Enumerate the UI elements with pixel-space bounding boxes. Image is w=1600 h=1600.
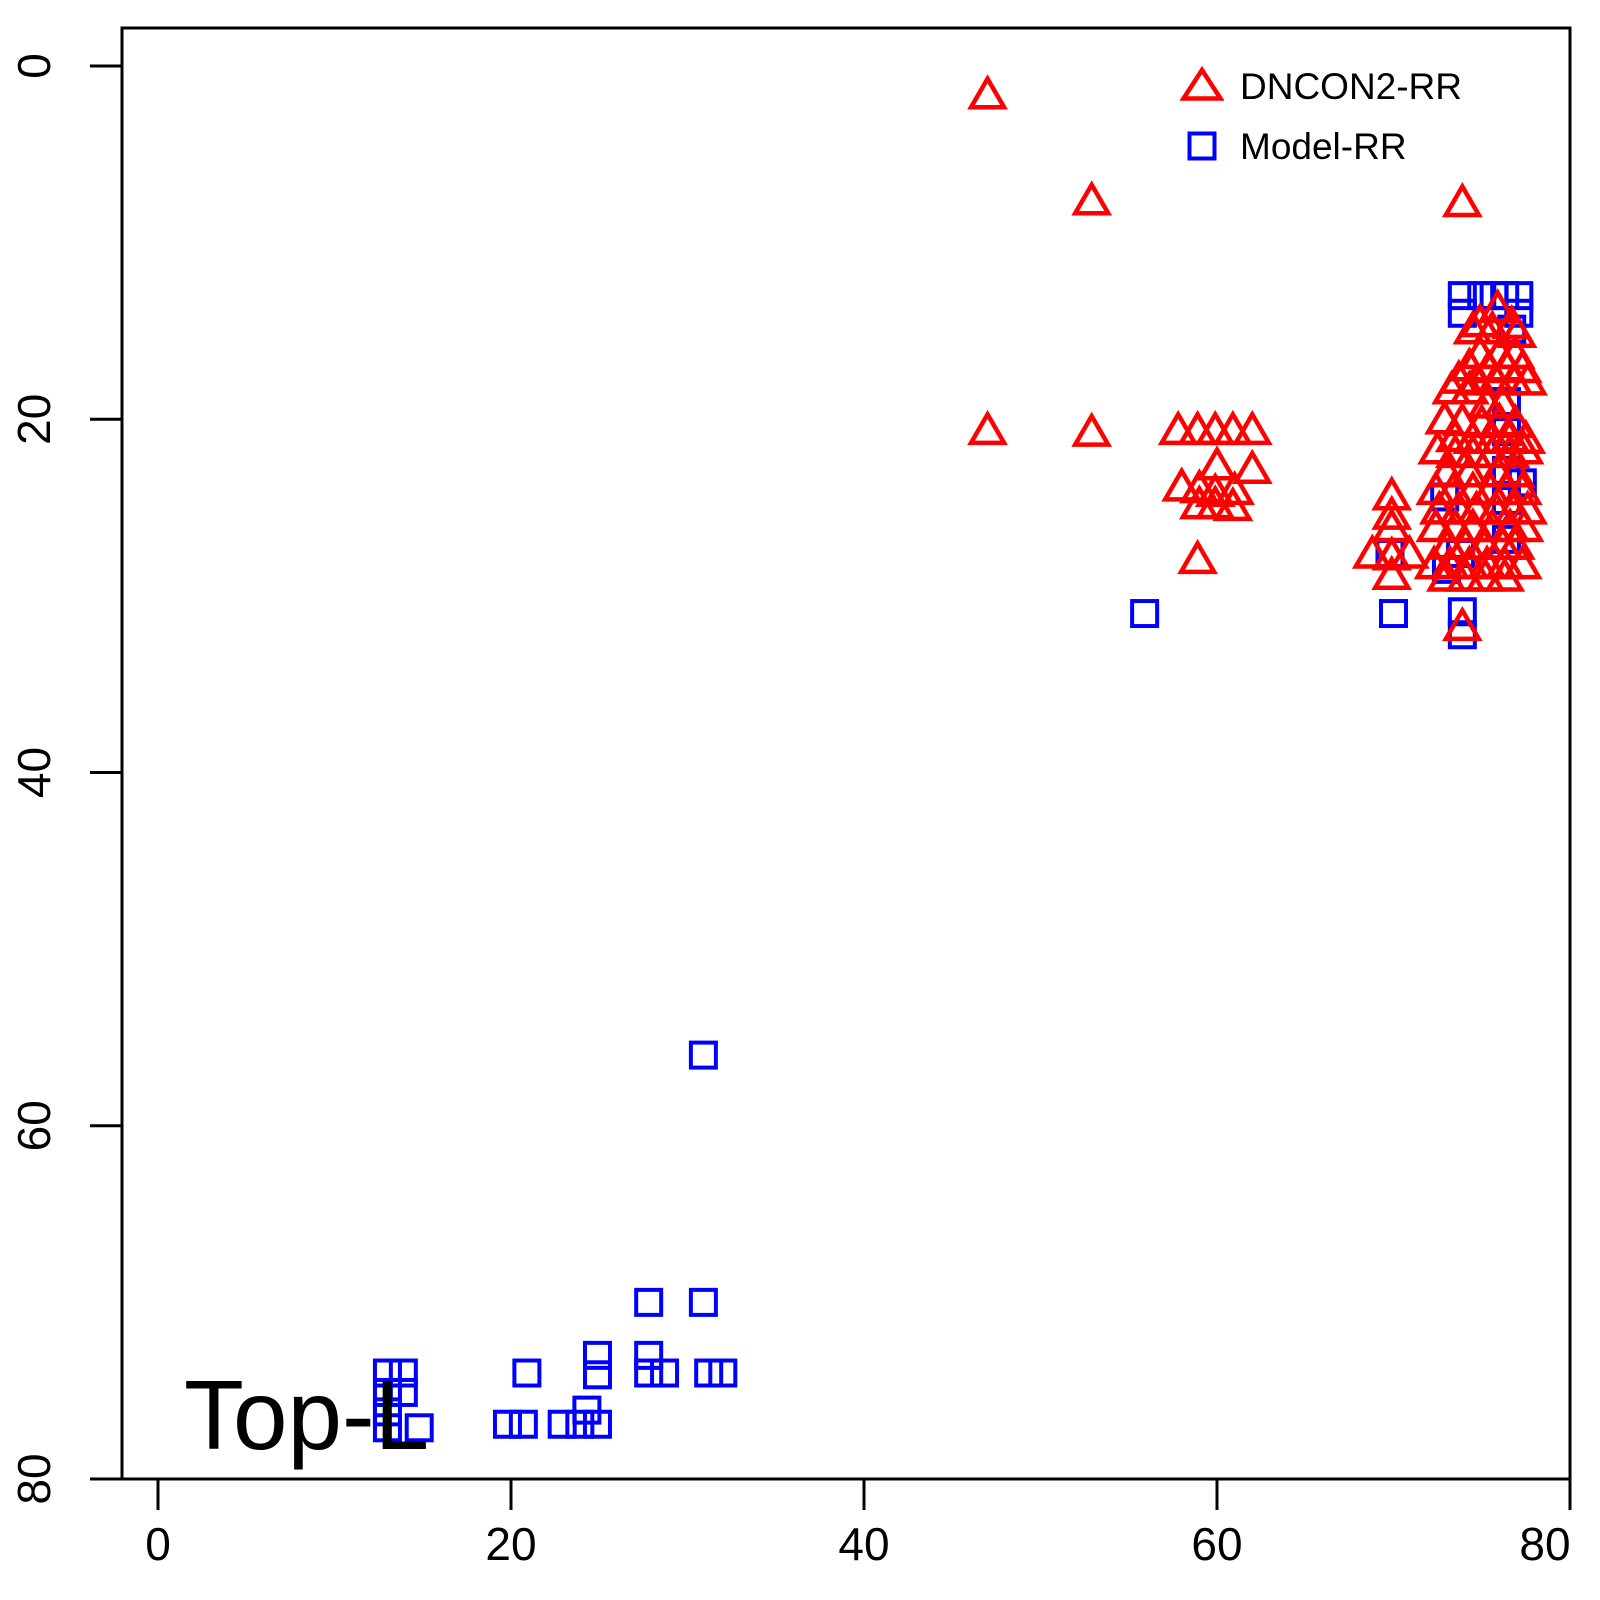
square-marker	[582, 1360, 612, 1390]
triangle-marker	[1071, 180, 1113, 216]
triangle-marker	[1501, 544, 1543, 580]
triangle-marker	[1212, 409, 1254, 446]
triangle-marker	[1415, 507, 1457, 543]
triangle-marker	[1388, 533, 1430, 569]
plot-frame	[120, 26, 1572, 1481]
triangle-marker	[1441, 182, 1483, 218]
square-marker	[708, 1358, 738, 1388]
triangle-marker	[1196, 445, 1238, 481]
triangle-marker	[967, 74, 1008, 110]
square-marker	[547, 1409, 577, 1439]
triangle-marker	[1212, 485, 1254, 522]
y-axis-tick-label: 80	[8, 1453, 60, 1504]
legend-label-dncon2: DNCON2-RR	[1240, 65, 1462, 107]
triangle-marker	[1417, 429, 1459, 465]
x-axis-tick-label: 0	[145, 1518, 171, 1570]
triangle-marker	[1157, 409, 1199, 446]
legend-entry-model: Model-RR	[1180, 116, 1462, 176]
triangle-marker	[1351, 533, 1393, 569]
square-marker	[492, 1409, 522, 1439]
triangle-marker	[1441, 605, 1483, 642]
triangle-marker	[1494, 402, 1536, 439]
triangle-marker	[1231, 448, 1273, 484]
triangle-marker	[1507, 360, 1549, 396]
triangle-marker	[1507, 489, 1549, 525]
triangle-legend-icon	[1180, 66, 1224, 101]
square-marker	[512, 1358, 542, 1388]
triangle-marker	[1471, 309, 1513, 345]
square-marker	[388, 1358, 418, 1388]
square-marker	[372, 1377, 402, 1407]
triangle-marker	[1452, 418, 1494, 454]
triangle-marker	[1371, 475, 1413, 511]
x-axis-tick-label: 40	[838, 1518, 889, 1570]
triangle-marker	[1445, 556, 1487, 592]
triangle-marker	[1448, 369, 1490, 405]
square-marker	[634, 1287, 664, 1317]
triangle-marker	[1464, 556, 1506, 592]
triangle-marker	[1071, 411, 1113, 447]
square-marker	[565, 1409, 595, 1439]
square-marker	[688, 1040, 718, 1070]
legend: DNCON2-RR Model-RR	[1180, 56, 1462, 176]
triangle-marker	[1505, 418, 1547, 454]
square-legend-icon	[1187, 131, 1217, 161]
triangle-marker	[967, 409, 1008, 446]
triangle-marker	[1177, 538, 1218, 575]
square-marker	[388, 1377, 418, 1407]
triangle-marker	[1503, 429, 1545, 465]
triangle-marker	[1231, 409, 1273, 446]
legend-label-model: Model-RR	[1240, 125, 1407, 167]
square-marker	[1130, 599, 1160, 629]
x-axis-tick-label: 80	[1519, 1518, 1570, 1570]
triangle-marker	[1484, 556, 1526, 592]
triangle-marker	[1429, 544, 1471, 580]
square-marker	[582, 1409, 612, 1439]
square-marker	[372, 1358, 402, 1388]
triangle-marker	[1214, 469, 1256, 506]
square-marker	[1447, 597, 1477, 627]
triangle-marker	[1371, 494, 1413, 530]
plot-annotation-top-l: Top-L	[184, 1360, 430, 1470]
triangle-marker	[1452, 309, 1494, 345]
y-axis-tick-label: 20	[8, 394, 60, 445]
x-axis-tick-label: 60	[1191, 1518, 1242, 1570]
square-marker	[1504, 298, 1534, 328]
square-marker	[688, 1287, 718, 1317]
square-marker	[1379, 599, 1408, 629]
y-axis-tick-label: 40	[8, 747, 60, 798]
triangle-marker	[1371, 554, 1413, 590]
square-marker	[372, 1413, 402, 1443]
square-marker	[508, 1409, 538, 1439]
square-marker	[1447, 281, 1477, 311]
x-axis-tick-label: 20	[485, 1518, 536, 1570]
square-marker	[1504, 281, 1534, 311]
y-axis-tick-label: 0	[8, 53, 60, 79]
triangle-marker	[1418, 489, 1460, 525]
square-marker	[650, 1358, 680, 1388]
triangle-marker	[1482, 383, 1524, 419]
legend-entry-dncon2: DNCON2-RR	[1180, 56, 1462, 116]
triangle-marker	[1448, 452, 1490, 488]
square-marker	[582, 1340, 612, 1370]
square-marker	[634, 1340, 664, 1370]
triangle-marker	[1426, 556, 1467, 592]
triangle-marker	[1456, 489, 1497, 525]
y-axis-tick-label: 60	[8, 1100, 60, 1151]
square-marker	[372, 1397, 402, 1427]
square-marker	[634, 1358, 664, 1388]
square-marker	[404, 1413, 434, 1443]
